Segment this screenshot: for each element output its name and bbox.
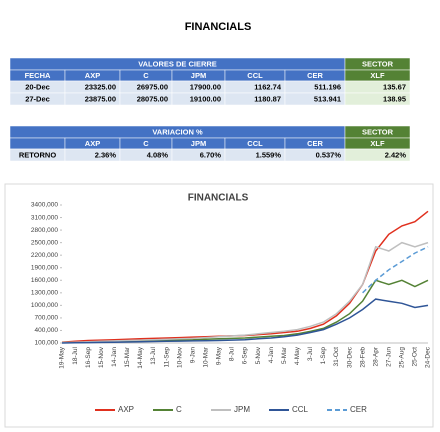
x-tick-label: 13-Jul [150, 346, 157, 364]
x-tick-label: 9-May [216, 346, 223, 365]
y-tick-label: 1900,000 [31, 264, 58, 271]
y-tick-label: 1300,000 [31, 290, 58, 297]
table-text: C [143, 139, 149, 148]
legend-label: CER [350, 405, 367, 414]
legend-label: JPM [234, 405, 250, 414]
x-tick-label: 4-Jan [268, 347, 275, 364]
table-text: 2.36% [95, 150, 117, 159]
table-text: CER [307, 139, 323, 148]
x-tick-label: 10-Nov [176, 346, 183, 368]
table-text: RETORNO [19, 150, 57, 159]
table-cell [344, 92, 411, 106]
y-tick-label: 3100,000 [31, 214, 58, 221]
table-cell [9, 137, 66, 150]
table-text: 19100.00 [190, 94, 221, 103]
series-line [362, 246, 429, 294]
y-tick-label: 100,000 [35, 340, 59, 347]
page-title: FINANCIALS [185, 21, 252, 33]
table-text: 4.08% [147, 150, 169, 159]
x-tick-label: 28-Apr [372, 346, 379, 366]
table-text: CCL [247, 139, 263, 148]
x-tick-label: 9-Jan [189, 347, 196, 364]
y-tick-label: 2200,000 [31, 252, 58, 259]
table-text: 1.559% [256, 150, 282, 159]
x-tick-label: 16-Sep [85, 347, 92, 368]
table-text: 135.67 [383, 82, 406, 91]
x-tick-label: 14-Jan [111, 347, 118, 367]
y-tick-label: 2800,000 [31, 227, 58, 234]
table-text: 1180.87 [254, 94, 281, 103]
x-tick-label: 19-May [59, 346, 66, 368]
table-text: AXP [85, 71, 100, 80]
x-tick-label: 10-Mar [203, 346, 210, 367]
x-tick-label: 31-Oct [333, 347, 340, 367]
x-tick-label: 15-Nov [98, 346, 105, 368]
y-tick-label: 400,000 [35, 327, 59, 334]
table-text: CCL [247, 71, 263, 80]
x-tick-label: 14-May [137, 346, 144, 368]
y-tick-label: 2500,000 [31, 239, 58, 246]
series-line [61, 298, 429, 344]
y-tick-label: 3400,000 [31, 202, 58, 209]
table-text: 138.95 [383, 94, 406, 103]
table-text: 23875.00 [85, 94, 116, 103]
table-text: 17900.00 [190, 82, 221, 91]
table-text: VARIACION % [152, 127, 203, 136]
legend-label: C [176, 405, 182, 414]
table-text: 23325.00 [85, 82, 116, 91]
x-tick-label: 11-Sep [163, 347, 170, 368]
table-cell [344, 148, 411, 162]
table-text: 1162.74 [254, 82, 282, 91]
x-tick-label: 3-Jul [307, 346, 314, 361]
y-tick-label: 700,000 [35, 315, 59, 322]
table-text: JPM [191, 139, 206, 148]
y-tick-label: 1000,000 [31, 302, 58, 309]
table-text: C [143, 71, 149, 80]
x-tick-label: 1-Sep [320, 347, 327, 365]
table-text: 20-Dec [25, 82, 50, 91]
table-text: SECTOR [362, 59, 394, 68]
x-tick-label: 27-Jun [386, 347, 393, 367]
table-text: SECTOR [362, 127, 394, 136]
legend-label: AXP [118, 405, 134, 414]
x-tick-label: 5-Mar [281, 346, 288, 364]
legend-label: CCL [292, 405, 309, 414]
x-tick-label: 25-Oct [412, 347, 419, 367]
chart-title: FINANCIALS [188, 193, 249, 204]
table-text: VALORES DE CIERRE [138, 59, 217, 68]
table-text: 513.941 [314, 94, 341, 103]
x-tick-label: 30-Dec [346, 346, 353, 368]
table-text: CER [307, 71, 323, 80]
table-text: 6.70% [200, 150, 222, 159]
x-tick-label: 4-May [294, 346, 301, 365]
x-tick-label: 15-Mar [124, 346, 131, 367]
table-text: 511.196 [314, 82, 341, 91]
y-tick-label: 1600,000 [31, 277, 58, 284]
x-tick-label: 25-Aug [399, 347, 406, 368]
table-text: 26975.00 [137, 82, 168, 91]
table-text: 27-Dec [25, 94, 50, 103]
x-tick-label: 24-Dec [425, 346, 432, 368]
x-tick-label: 5-Nov [255, 346, 262, 364]
x-tick-label: 28-Feb [359, 347, 366, 368]
table-text: 0.537% [316, 150, 342, 159]
table-text: XLF [370, 71, 385, 80]
table-text: 28075.00 [137, 94, 168, 103]
series-line [61, 241, 429, 344]
x-tick-label: 8-Jul [229, 346, 236, 361]
chart-frame [4, 183, 434, 428]
table-text: 2.42% [385, 150, 407, 159]
table-text: AXP [85, 139, 100, 148]
table-text: XLF [370, 139, 385, 148]
table-text: JPM [191, 71, 206, 80]
table-text: FECHA [25, 71, 51, 80]
x-tick-label: 6-Sep [242, 347, 249, 365]
x-tick-label: 18-Jul [72, 346, 79, 364]
